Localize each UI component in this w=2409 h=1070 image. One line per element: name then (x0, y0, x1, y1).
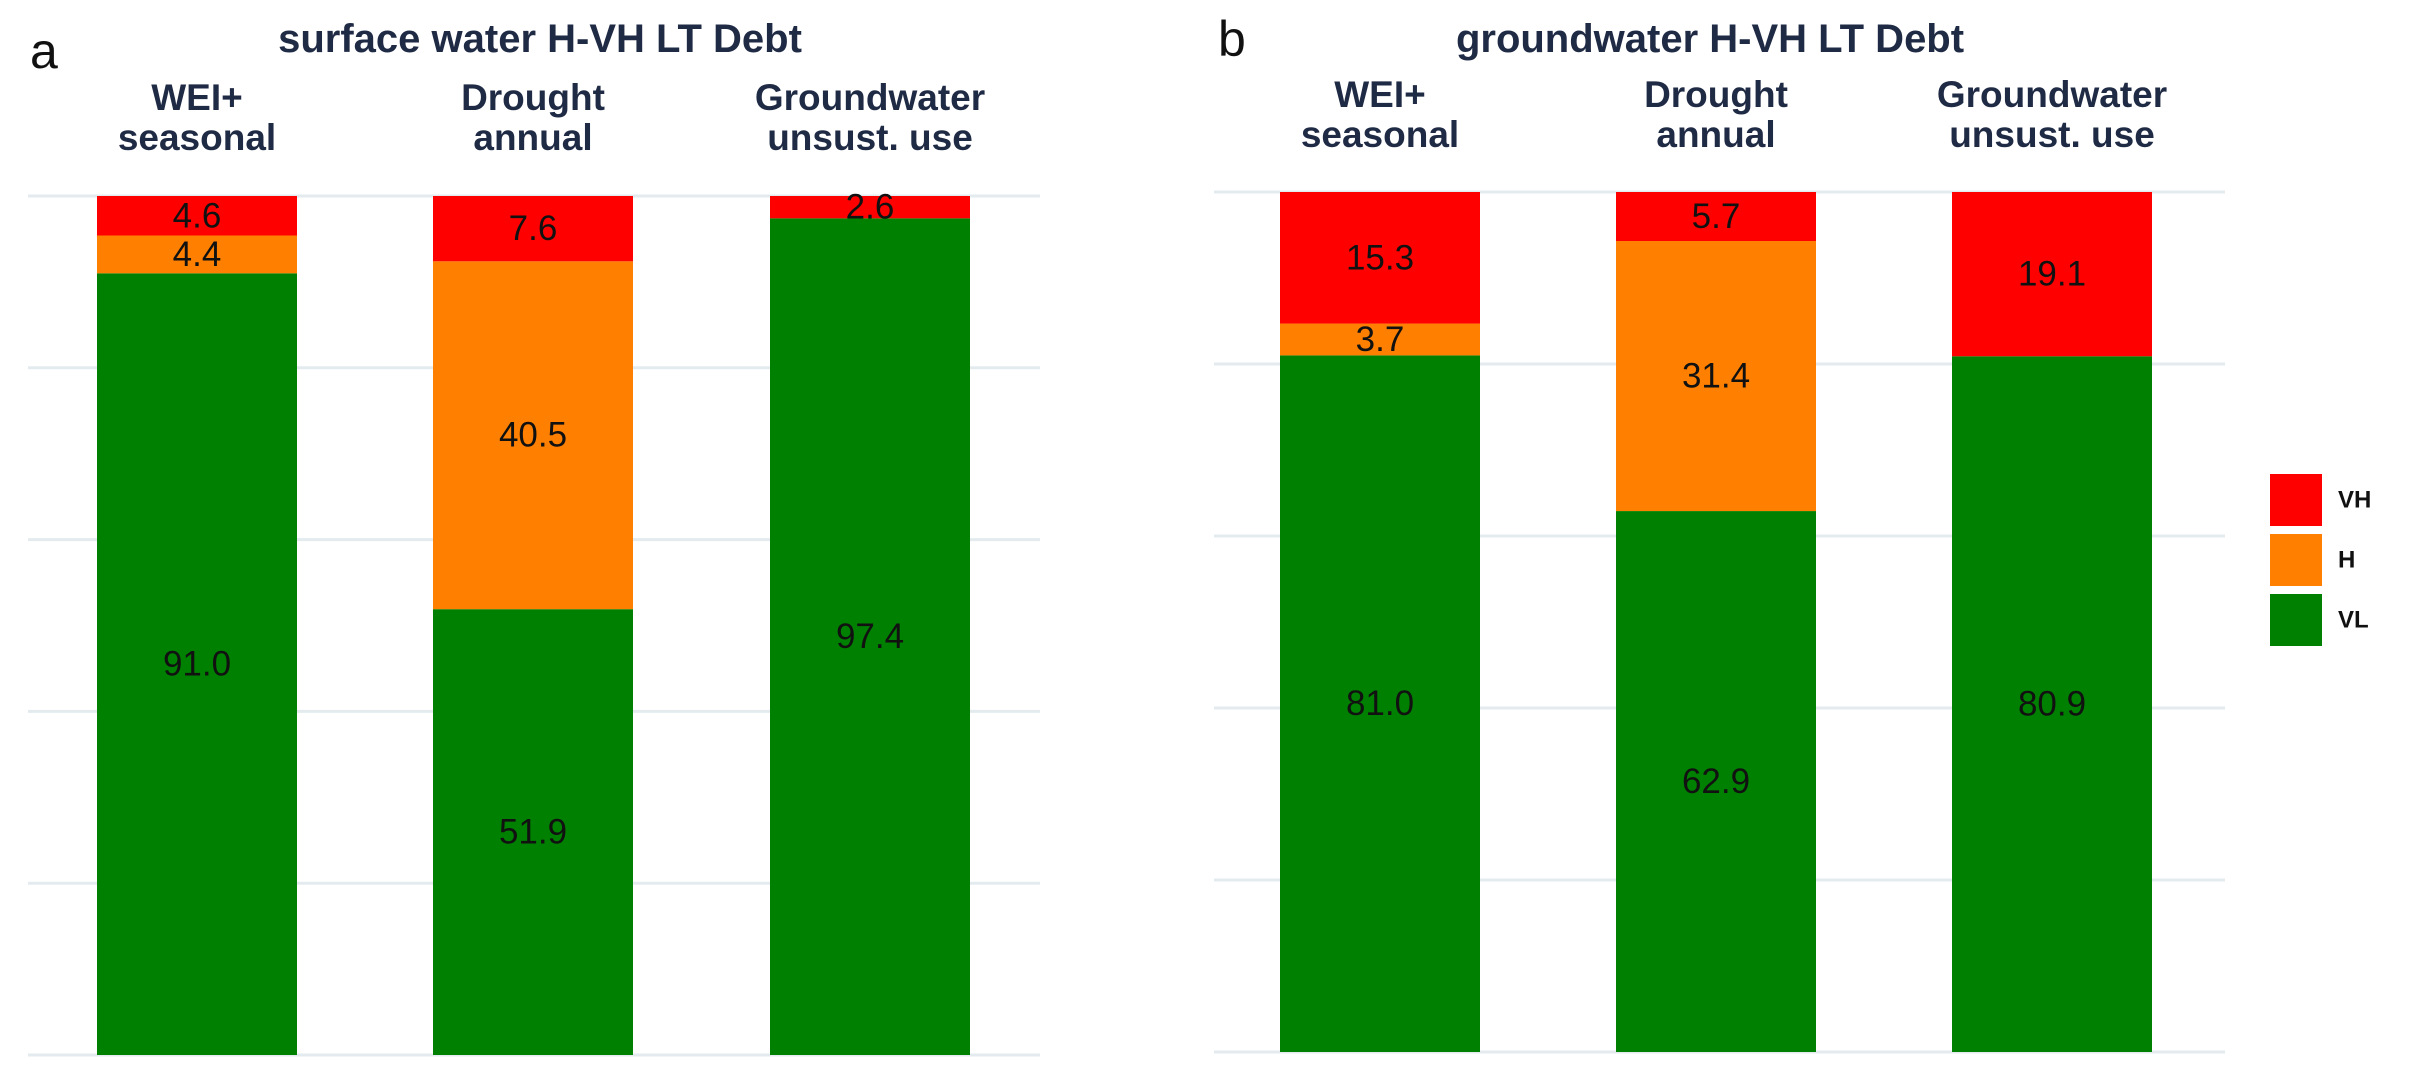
bar-segment-h (97, 235, 297, 274)
category-label: WEI+ seasonal (1301, 74, 1459, 155)
data-label: 3.7 (1356, 320, 1405, 359)
panel-label: a (30, 23, 58, 79)
bar-segment-vl (770, 218, 970, 1056)
bar-segment-vh (1952, 192, 2152, 357)
data-label: 4.6 (173, 196, 222, 235)
bar-segment-h (1616, 241, 1816, 512)
chart-title: groundwater H-VH LT Debt (1456, 17, 1964, 61)
data-label: 80.9 (2018, 685, 2086, 724)
data-label: 15.3 (1346, 238, 1414, 277)
chart-title: surface water H-VH LT Debt (278, 17, 802, 61)
legend-key-vl (2270, 594, 2322, 646)
category-label: Drought annual (461, 77, 605, 158)
data-label: 5.7 (1692, 197, 1741, 236)
data-label: 4.4 (173, 235, 222, 274)
bar-segment-vl (433, 609, 633, 1055)
data-label: 97.4 (836, 617, 904, 656)
category-label: Groundwater unsust. use (1937, 74, 2167, 155)
bar-segment-vl (1616, 511, 1816, 1052)
bar-segment-vh (97, 196, 297, 236)
legend-label: VL (2338, 607, 2369, 634)
bar-segment-vl (1952, 356, 2152, 1052)
panel-b: b groundwater H-VH LT Debt WEI+ seasonal Dro… (1214, 11, 2225, 1054)
bar-segment-h (433, 261, 633, 610)
bar-segment-vl (97, 273, 297, 1055)
category-label: WEI+ seasonal (118, 77, 276, 158)
data-label: 31.4 (1682, 357, 1750, 396)
bar-segment-vh (1280, 192, 1480, 324)
category-label: Groundwater unsust. use (755, 77, 985, 158)
data-label: 51.9 (499, 813, 567, 852)
data-label: 81.0 (1346, 684, 1414, 723)
data-label: 19.1 (2018, 255, 2086, 294)
legend: VH H VL (2270, 474, 2371, 646)
bar-segment-vh (433, 196, 633, 262)
bar-segment-vh (770, 196, 970, 219)
data-label: 40.5 (499, 416, 567, 455)
data-label: 7.6 (509, 209, 558, 248)
legend-key-vh (2270, 474, 2322, 526)
bar-segment-h (1280, 323, 1480, 356)
category-label: Drought annual (1644, 74, 1788, 155)
data-label: 91.0 (163, 645, 231, 684)
bar-segment-vh (1616, 192, 1816, 242)
legend-key-h (2270, 534, 2322, 586)
legend-label: VH (2338, 487, 2371, 514)
panel-label: b (1218, 11, 1246, 67)
bar-segment-vl (1280, 355, 1480, 1052)
legend-label: H (2338, 547, 2355, 574)
data-label: 62.9 (1682, 762, 1750, 801)
data-label: 2.6 (846, 188, 895, 227)
